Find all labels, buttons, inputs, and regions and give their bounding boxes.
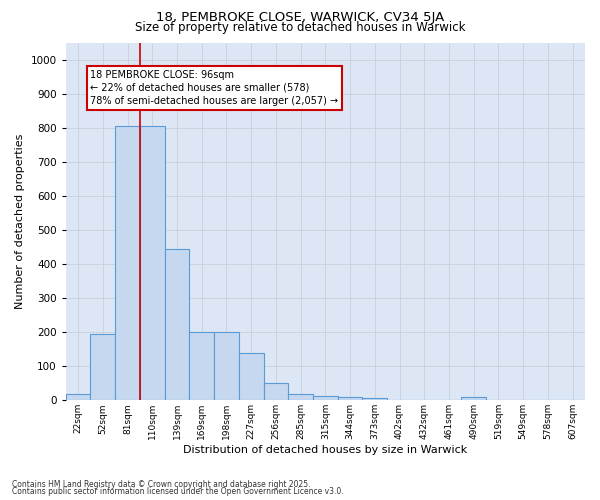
Text: 18 PEMBROKE CLOSE: 96sqm
← 22% of detached houses are smaller (578)
78% of semi-: 18 PEMBROKE CLOSE: 96sqm ← 22% of detach…	[91, 70, 338, 106]
Bar	[115, 126, 140, 400]
Bar	[263, 384, 288, 400]
X-axis label: Distribution of detached houses by size in Warwick: Distribution of detached houses by size …	[183, 445, 467, 455]
Text: Size of property relative to detached houses in Warwick: Size of property relative to detached ho…	[135, 22, 465, 35]
Bar	[362, 398, 387, 400]
Text: 18, PEMBROKE CLOSE, WARWICK, CV34 5JA: 18, PEMBROKE CLOSE, WARWICK, CV34 5JA	[156, 11, 444, 24]
Text: Contains HM Land Registry data © Crown copyright and database right 2025.: Contains HM Land Registry data © Crown c…	[12, 480, 311, 489]
Text: Contains public sector information licensed under the Open Government Licence v3: Contains public sector information licen…	[12, 487, 344, 496]
Bar	[461, 397, 486, 400]
Bar	[239, 352, 263, 401]
Bar	[190, 332, 214, 400]
Bar	[140, 126, 164, 400]
Bar	[91, 334, 115, 400]
Bar	[313, 396, 338, 400]
Bar	[338, 397, 362, 400]
Bar	[214, 332, 239, 400]
Y-axis label: Number of detached properties: Number of detached properties	[15, 134, 25, 309]
Bar	[66, 394, 91, 400]
Bar	[288, 394, 313, 400]
Bar	[164, 248, 190, 400]
